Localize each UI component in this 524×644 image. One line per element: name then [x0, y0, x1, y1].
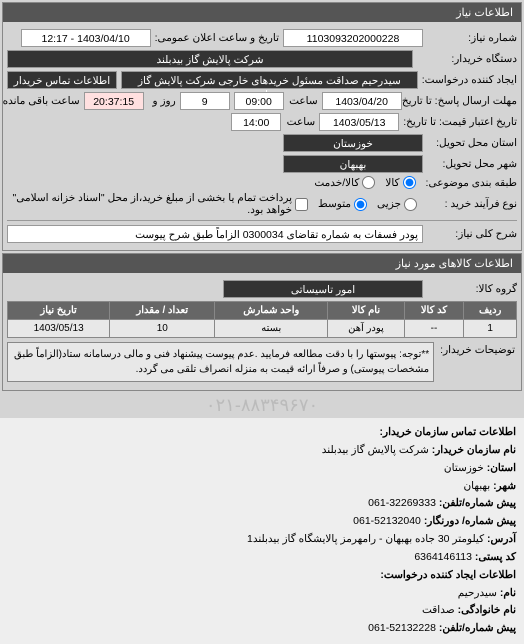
td-3: بسته	[215, 320, 328, 338]
contact-title: اطلاعات تماس سازمان خریدار:	[380, 426, 516, 438]
phone2-label: پیش شماره/تلفن:	[439, 622, 516, 634]
td-2: پودر آهن	[328, 320, 404, 338]
table-row: 1 -- پودر آهن بسته 10 1403/05/13	[8, 320, 517, 338]
postal-val: 6364146113	[414, 551, 472, 563]
goods-header: اطلاعات کالاهای مورد نیاز	[3, 254, 521, 273]
radio-m-label: متوسط	[318, 198, 351, 210]
province-field: خوزستان	[283, 134, 423, 152]
prov-val: خوزستان	[444, 462, 484, 474]
name-label: نام:	[500, 587, 516, 599]
radio-j-label: جزیی	[377, 198, 401, 210]
creator-field: سیدرحیم صداقت مسئول خریدهای خارجی شرکت پ…	[121, 71, 418, 89]
prov-label2: استان:	[487, 462, 516, 474]
radio-kala-label: کالا	[385, 177, 399, 189]
phone-label: پیش شماره/تلفن:	[439, 497, 516, 509]
deadline-time: 09:00	[234, 92, 284, 110]
addr-val: کیلومتر 30 جاده بهبهان - رامهرمز پالایشگ…	[247, 533, 484, 545]
td-0: 1	[464, 320, 517, 338]
th-5: تاریخ نیاز	[8, 302, 110, 320]
check-payment-label: پرداخت تمام یا بخشی از مبلغ خرید،از محل …	[7, 192, 292, 216]
creator-title: اطلاعات ایجاد کننده درخواست:	[380, 569, 516, 581]
buyer-contact-field[interactable]: اطلاعات تماس خریدار	[7, 71, 117, 89]
radio-m[interactable]: متوسط	[318, 198, 367, 211]
deadline-label: مهلت ارسال پاسخ: تا تاریخ:	[406, 95, 517, 107]
budget-label: طبقه بندی موضوعی:	[426, 177, 517, 189]
radio-j[interactable]: جزیی	[377, 198, 417, 211]
remain-label: ساعت باقی مانده	[7, 95, 80, 107]
td-1: --	[404, 320, 464, 338]
lastname-val: صداقت	[422, 604, 455, 616]
city-label: شهر محل تحویل:	[427, 158, 517, 170]
note-label: توضیحات خریدار:	[438, 338, 517, 362]
org-field: شرکت پالایش گاز بیدبلند	[7, 50, 413, 68]
lastname-label: نام خانوادگی:	[458, 604, 516, 616]
watermark-phone: ۰۲۱-۸۸۳۴۹۶۷۰	[0, 393, 524, 418]
th-4: تعداد / مقدار	[110, 302, 215, 320]
valid-label: تاریخ اعتبار قیمت: تا تاریخ:	[403, 116, 517, 128]
need-info-panel: اطلاعات نیاز شماره نیاز: 110309320200022…	[2, 2, 522, 251]
goods-table: ردیف کد کالا نام کالا واحد شمارش تعداد /…	[7, 301, 517, 338]
table-header-row: ردیف کد کالا نام کالا واحد شمارش تعداد /…	[8, 302, 517, 320]
note-box: **توجه: پیوستها را با دقت مطالعه فرمایید…	[7, 342, 434, 382]
td-4: 10	[110, 320, 215, 338]
name-val: سیدرحیم	[458, 587, 497, 599]
desc-field: پودر فسفات به شماره تقاضای 0300034 الزام…	[7, 225, 423, 243]
days-label: روز و	[148, 95, 176, 107]
radio-khadamat-label: کالا/خدمت	[314, 177, 359, 189]
group-field: امور تاسیساتی	[223, 280, 423, 298]
phone-val: 32269333-061	[368, 497, 436, 509]
th-2: نام کالا	[328, 302, 404, 320]
deadline-time-label: ساعت	[288, 95, 318, 107]
postal-label: کد پستی:	[475, 551, 516, 563]
valid-date: 1403/05/13	[319, 113, 399, 131]
remain-time: 20:37:15	[84, 92, 144, 110]
fax-label: پیش شماره/ دورنگار:	[424, 515, 516, 527]
th-1: کد کالا	[404, 302, 464, 320]
valid-time: 14:00	[231, 113, 281, 131]
need-number-label: شماره نیاز:	[427, 32, 517, 44]
desc-label: شرح کلی نیاز:	[427, 228, 517, 240]
announce-label: تاریخ و ساعت اعلان عمومی:	[155, 32, 279, 44]
radio-kala[interactable]: کالا	[385, 176, 415, 189]
org-label-text: دستگاه خریدار:	[417, 53, 517, 65]
org-val: شرکت پالایش گاز بیدبلند	[322, 444, 429, 456]
goods-panel: اطلاعات کالاهای مورد نیاز گروه کالا: امو…	[2, 253, 522, 391]
check-payment[interactable]: پرداخت تمام یا بخشی از مبلغ خرید،از محل …	[7, 192, 308, 216]
need-info-header: اطلاعات نیاز	[3, 3, 521, 22]
city-label2: شهر:	[493, 480, 516, 492]
th-0: ردیف	[464, 302, 517, 320]
city-val: بهبهان	[463, 480, 490, 492]
city-field: بهبهان	[283, 155, 423, 173]
phone2-val: 52132228-061	[368, 622, 436, 634]
contact-block: اطلاعات تماس سازمان خریدار: نام سازمان خ…	[0, 418, 524, 644]
group-label: گروه کالا:	[427, 283, 517, 295]
buy-type-label: نوع فرآیند خرید :	[427, 198, 517, 210]
td-5: 1403/05/13	[8, 320, 110, 338]
creator-label: ایجاد کننده درخواست:	[422, 74, 517, 86]
deadline-date: 1403/04/20	[322, 92, 402, 110]
org-label2: نام سازمان خریدار:	[432, 444, 516, 456]
announce-field: 1403/04/10 - 12:17	[21, 29, 151, 47]
need-number-field: 1103093202000228	[283, 29, 423, 47]
radio-khadamat[interactable]: کالا/خدمت	[314, 176, 375, 189]
th-3: واحد شمارش	[215, 302, 328, 320]
addr-label: آدرس:	[487, 533, 516, 545]
days-field: 9	[180, 92, 230, 110]
valid-time-label: ساعت	[285, 116, 315, 128]
fax-val: 52132040-061	[353, 515, 421, 527]
province-label: استان محل تحویل:	[427, 137, 517, 149]
